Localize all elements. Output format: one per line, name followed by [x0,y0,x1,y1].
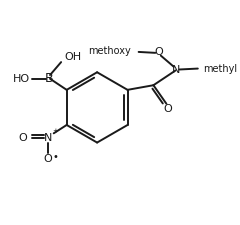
Text: HO: HO [12,74,30,84]
Text: O: O [18,133,27,143]
Text: methyl: methyl [203,64,238,74]
Text: methoxy: methoxy [89,46,131,56]
Text: •: • [53,152,59,162]
Text: N: N [44,133,52,143]
Text: O: O [155,47,163,57]
Text: B: B [45,72,54,85]
Text: OH: OH [65,52,82,62]
Text: methyl: methyl [201,66,206,68]
Text: +: + [52,128,58,134]
Text: methoxy: methoxy [126,51,132,52]
Text: O: O [44,154,53,164]
Text: N: N [172,65,181,75]
Text: O: O [163,104,172,114]
